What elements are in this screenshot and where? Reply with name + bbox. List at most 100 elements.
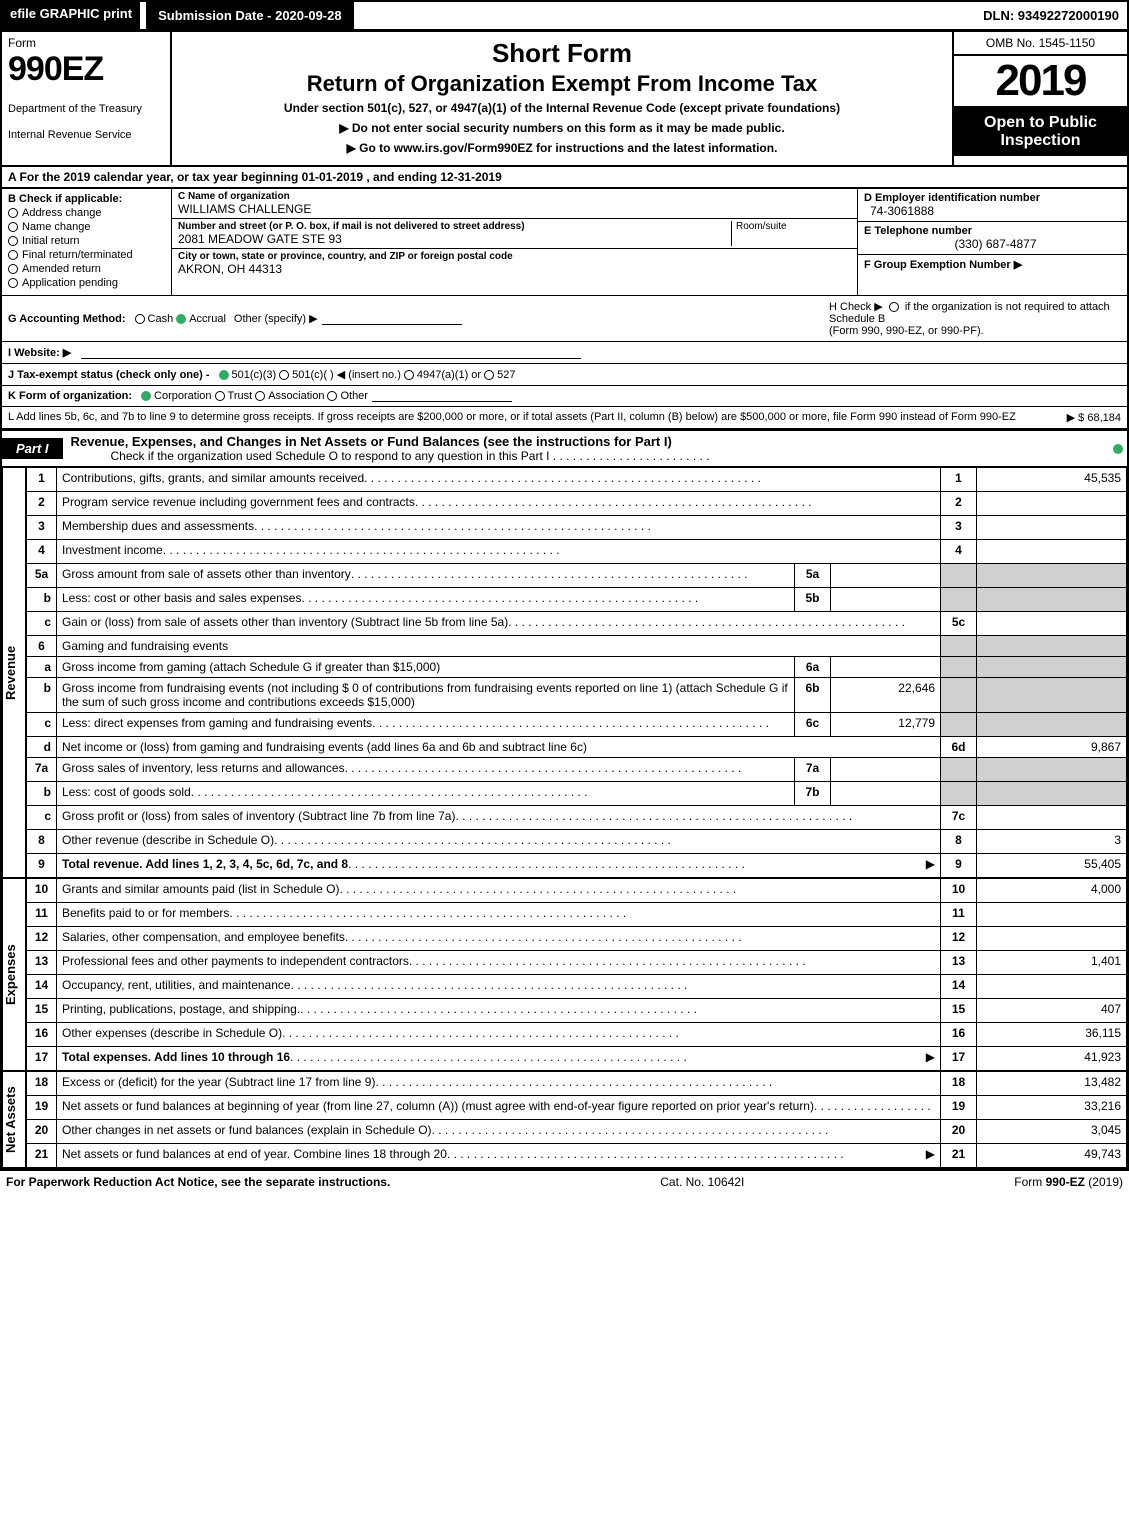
efile-label[interactable]: efile GRAPHIC print [2, 2, 140, 29]
check-application-pending[interactable] [8, 278, 18, 288]
line-14: 14Occupancy, rent, utilities, and mainte… [27, 975, 1127, 999]
gross-receipts-amount: ▶ $ 68,184 [1057, 411, 1121, 424]
dept-treasury: Department of the Treasury [8, 103, 164, 115]
line-1: 1Contributions, gifts, grants, and simil… [27, 468, 1127, 492]
expenses-side-label: Expenses [2, 878, 26, 1071]
street-value: 2081 MEADOW GATE STE 93 [178, 232, 731, 246]
top-bar: efile GRAPHIC print Submission Date - 20… [0, 0, 1129, 32]
open-public-badge: Open to Public Inspection [954, 106, 1127, 156]
org-name-value: WILLIAMS CHALLENGE [178, 202, 851, 216]
line-4: 4Investment income4 [27, 540, 1127, 564]
line-19: 19Net assets or fund balances at beginni… [27, 1096, 1127, 1120]
box-c: C Name of organization WILLIAMS CHALLENG… [172, 189, 857, 295]
other-specify-input[interactable] [322, 313, 462, 325]
line-16: 16Other expenses (describe in Schedule O… [27, 1023, 1127, 1047]
line-9: 9Total revenue. Add lines 1, 2, 3, 4, 5c… [27, 854, 1127, 878]
ein-label: D Employer identification number [864, 192, 1121, 204]
row-j: J Tax-exempt status (check only one) - 5… [0, 364, 1129, 386]
check-schedule-b[interactable] [889, 302, 899, 312]
check-4947[interactable] [404, 370, 414, 380]
row-l: L Add lines 5b, 6c, and 7b to line 9 to … [0, 407, 1129, 429]
city-label: City or town, state or province, country… [178, 251, 851, 262]
check-501c3[interactable] [219, 370, 229, 380]
calendar-year-row: A For the 2019 calendar year, or tax yea… [0, 167, 1129, 189]
revenue-section: Revenue 1Contributions, gifts, grants, a… [0, 467, 1129, 878]
other-org-input[interactable] [372, 390, 512, 402]
net-assets-section: Net Assets 18Excess or (deficit) for the… [0, 1071, 1129, 1170]
check-schedule-o[interactable] [1113, 444, 1123, 454]
row-g: G Accounting Method: Cash Accrual Other … [0, 296, 1129, 342]
street-label: Number and street (or P. O. box, if mail… [178, 221, 731, 232]
line-13: 13Professional fees and other payments t… [27, 951, 1127, 975]
phone-label: E Telephone number [864, 225, 1121, 237]
website-input[interactable] [81, 347, 581, 359]
line-8: 8Other revenue (describe in Schedule O)8… [27, 830, 1127, 854]
footer-left: For Paperwork Reduction Act Notice, see … [6, 1175, 390, 1189]
line-6a: aGross income from gaming (attach Schedu… [27, 657, 1127, 678]
row-i: I Website: ▶ [0, 342, 1129, 364]
check-trust[interactable] [215, 391, 225, 401]
row-k: K Form of organization: Corporation Trus… [0, 386, 1129, 407]
room-suite-label: Room/suite [731, 221, 851, 246]
goto-link[interactable]: ▶ Go to www.irs.gov/Form990EZ for instru… [180, 141, 944, 155]
check-association[interactable] [255, 391, 265, 401]
part-1-badge: Part I [2, 438, 63, 459]
check-527[interactable] [484, 370, 494, 380]
line-3: 3Membership dues and assessments3 [27, 516, 1127, 540]
footer-form: Form 990-EZ (2019) [1014, 1175, 1123, 1189]
check-other-org[interactable] [327, 391, 337, 401]
check-initial-return[interactable] [8, 236, 18, 246]
net-assets-side-label: Net Assets [2, 1071, 26, 1168]
line-18: 18Excess or (deficit) for the year (Subt… [27, 1072, 1127, 1096]
line-10: 10Grants and similar amounts paid (list … [27, 879, 1127, 903]
line-5c: cGain or (loss) from sale of assets othe… [27, 612, 1127, 636]
section-desc: Under section 501(c), 527, or 4947(a)(1)… [180, 101, 944, 115]
line-7b: bLess: cost of goods sold7b [27, 782, 1127, 806]
box-b: B Check if applicable: Address change Na… [2, 189, 172, 295]
line-2: 2Program service revenue including gover… [27, 492, 1127, 516]
omb-number: OMB No. 1545-1150 [954, 32, 1127, 56]
form-code: 990EZ [8, 50, 164, 89]
check-address-change[interactable] [8, 208, 18, 218]
form-header: Form 990EZ Department of the Treasury In… [0, 32, 1129, 167]
row-h: H Check ▶ if the organization is not req… [821, 300, 1121, 337]
form-word: Form [8, 36, 164, 50]
check-final-return[interactable] [8, 250, 18, 260]
line-20: 20Other changes in net assets or fund ba… [27, 1120, 1127, 1144]
part-1-title: Revenue, Expenses, and Changes in Net As… [71, 434, 672, 449]
ein-value: 74-3061888 [864, 204, 1121, 218]
revenue-table: 1Contributions, gifts, grants, and simil… [26, 467, 1127, 878]
line-6: 6Gaming and fundraising events [27, 636, 1127, 657]
group-exemption-label: F Group Exemption Number ▶ [864, 258, 1121, 271]
check-name-change[interactable] [8, 222, 18, 232]
return-title: Return of Organization Exempt From Incom… [180, 71, 944, 97]
line-12: 12Salaries, other compensation, and empl… [27, 927, 1127, 951]
tax-year: 2019 [954, 56, 1127, 106]
part-1-header: Part I Revenue, Expenses, and Changes in… [0, 429, 1129, 467]
org-name-label: C Name of organization [178, 191, 851, 202]
footer-cat: Cat. No. 10642I [660, 1175, 744, 1189]
short-form-title: Short Form [180, 38, 944, 69]
city-value: AKRON, OH 44313 [178, 262, 851, 276]
revenue-side-label: Revenue [2, 467, 26, 878]
line-11: 11Benefits paid to or for members11 [27, 903, 1127, 927]
dln-label: DLN: 93492272000190 [975, 4, 1127, 27]
box-b-label: B Check if applicable: [8, 193, 165, 205]
line-6b: bGross income from fundraising events (n… [27, 678, 1127, 713]
line-6c: cLess: direct expenses from gaming and f… [27, 713, 1127, 737]
line-7a: 7aGross sales of inventory, less returns… [27, 758, 1127, 782]
check-cash[interactable] [135, 314, 145, 324]
expenses-table: 10Grants and similar amounts paid (list … [26, 878, 1127, 1071]
submission-date: Submission Date - 2020-09-28 [146, 2, 354, 29]
check-corporation[interactable] [141, 391, 151, 401]
check-amended-return[interactable] [8, 264, 18, 274]
line-7c: cGross profit or (loss) from sales of in… [27, 806, 1127, 830]
line-15: 15Printing, publications, postage, and s… [27, 999, 1127, 1023]
page-footer: For Paperwork Reduction Act Notice, see … [0, 1170, 1129, 1193]
expenses-section: Expenses 10Grants and similar amounts pa… [0, 878, 1129, 1071]
net-assets-table: 18Excess or (deficit) for the year (Subt… [26, 1071, 1127, 1168]
phone-value: (330) 687-4877 [864, 237, 1121, 251]
line-5b: bLess: cost or other basis and sales exp… [27, 588, 1127, 612]
check-accrual[interactable] [176, 314, 186, 324]
check-501c[interactable] [279, 370, 289, 380]
